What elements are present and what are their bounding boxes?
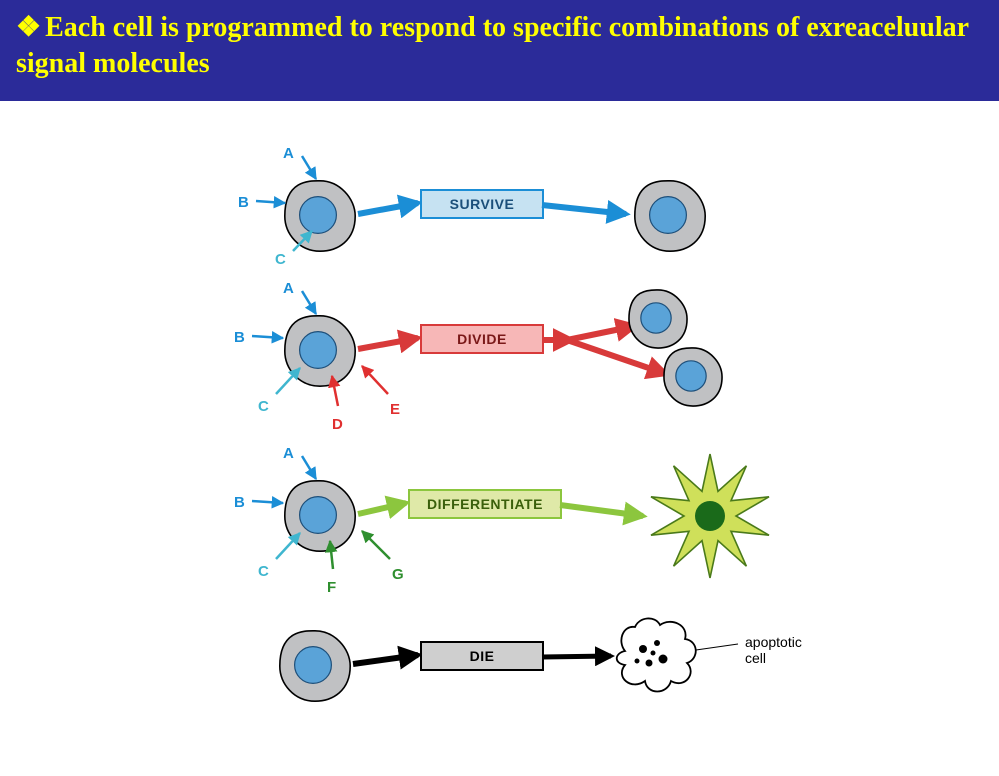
- header-text: Each cell is programmed to respond to sp…: [16, 12, 969, 79]
- signal-label-a: A: [283, 280, 294, 297]
- action-die: DIE: [420, 641, 544, 671]
- signal-label-a: A: [283, 445, 294, 462]
- cell: [625, 286, 691, 352]
- signal-label-c: C: [258, 398, 269, 415]
- signal-label-e: E: [390, 401, 400, 418]
- action-survive: SURVIVE: [420, 189, 544, 219]
- diagram-area: A B C SURVIVE A B C D E DIVIDE A B C F G DIFFERENTIATE D…: [0, 101, 999, 741]
- signal-label-c: C: [258, 563, 269, 580]
- row-differentiate: A B C F G DIFFERENTIATE: [0, 441, 999, 601]
- cell: [660, 344, 726, 410]
- differentiated-cell: [635, 451, 785, 581]
- cell: [630, 176, 710, 256]
- cell: [280, 176, 360, 256]
- signal-label-b: B: [234, 329, 245, 346]
- apoptotic-cell: [605, 611, 705, 701]
- signal-label-g: G: [392, 566, 404, 583]
- row-die: DIE apoptotic cell: [0, 616, 999, 776]
- signal-label-a: A: [283, 145, 294, 162]
- row-divide: A B C D E DIVIDE: [0, 276, 999, 436]
- cell: [280, 311, 360, 391]
- signal-label-b: B: [234, 494, 245, 511]
- action-differentiate: DIFFERENTIATE: [408, 489, 562, 519]
- signal-label-c: C: [275, 251, 286, 268]
- action-divide: DIVIDE: [420, 324, 544, 354]
- signal-label-f: F: [327, 579, 336, 596]
- signal-label-d: D: [332, 416, 343, 433]
- cell: [275, 626, 355, 706]
- signal-label-b: B: [238, 194, 249, 211]
- apoptotic-annotation: apoptotic cell: [745, 634, 802, 666]
- header-bullet: ❖: [16, 10, 41, 46]
- cell: [280, 476, 360, 556]
